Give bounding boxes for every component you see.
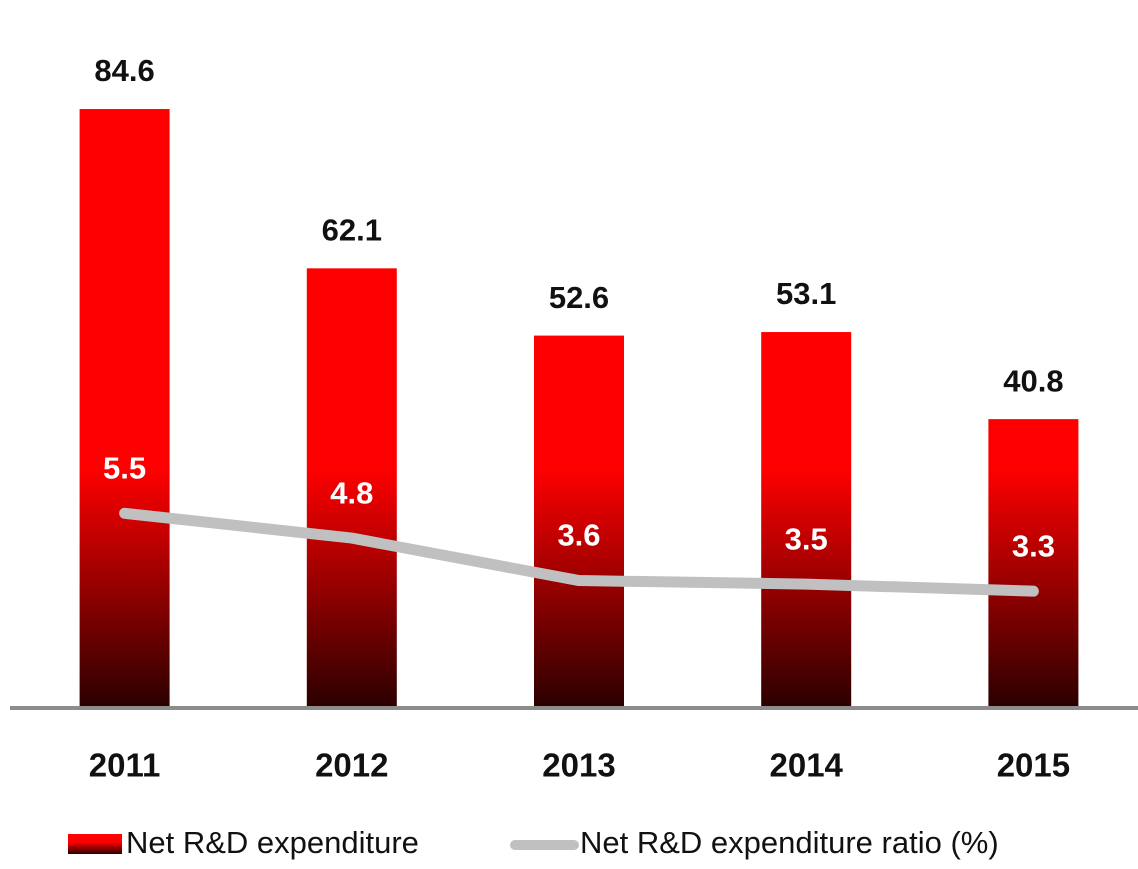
bar bbox=[534, 335, 624, 708]
x-tick-label: 2015 bbox=[997, 747, 1070, 784]
line-layer bbox=[119, 507, 1039, 597]
line-value-label: 3.6 bbox=[557, 518, 600, 553]
x-tick-label: 2013 bbox=[542, 747, 615, 784]
line-value-label: 5.5 bbox=[103, 450, 146, 485]
bars bbox=[79, 109, 1079, 709]
bar-value-label: 40.8 bbox=[1003, 363, 1063, 398]
bar-value-label: 62.1 bbox=[322, 213, 382, 248]
legend-swatch bbox=[68, 834, 122, 854]
bar-value-label: 53.1 bbox=[776, 276, 836, 311]
x-tick-label: 2012 bbox=[315, 747, 388, 784]
bar bbox=[988, 419, 1079, 708]
bar bbox=[306, 268, 397, 708]
bar-value-label: 84.6 bbox=[94, 53, 154, 88]
legend-label: Net R&D expenditure ratio (%) bbox=[580, 825, 999, 860]
ratio-line bbox=[119, 507, 1039, 597]
bar-value-label: 52.6 bbox=[549, 280, 609, 315]
line-value-label: 3.3 bbox=[1012, 528, 1055, 563]
x-tick-label: 2014 bbox=[769, 747, 843, 784]
labels: 2011 2012 2013 2014 2015 84.6 62.1 52.6 53.1 40.8… bbox=[89, 53, 1070, 783]
legend-label: Net R&D expenditure bbox=[126, 825, 419, 860]
bar bbox=[761, 332, 852, 708]
x-tick-label: 2011 bbox=[89, 747, 161, 784]
line-value-label: 4.8 bbox=[330, 475, 373, 510]
line-value-label: 3.5 bbox=[785, 521, 828, 556]
bar bbox=[79, 109, 170, 709]
